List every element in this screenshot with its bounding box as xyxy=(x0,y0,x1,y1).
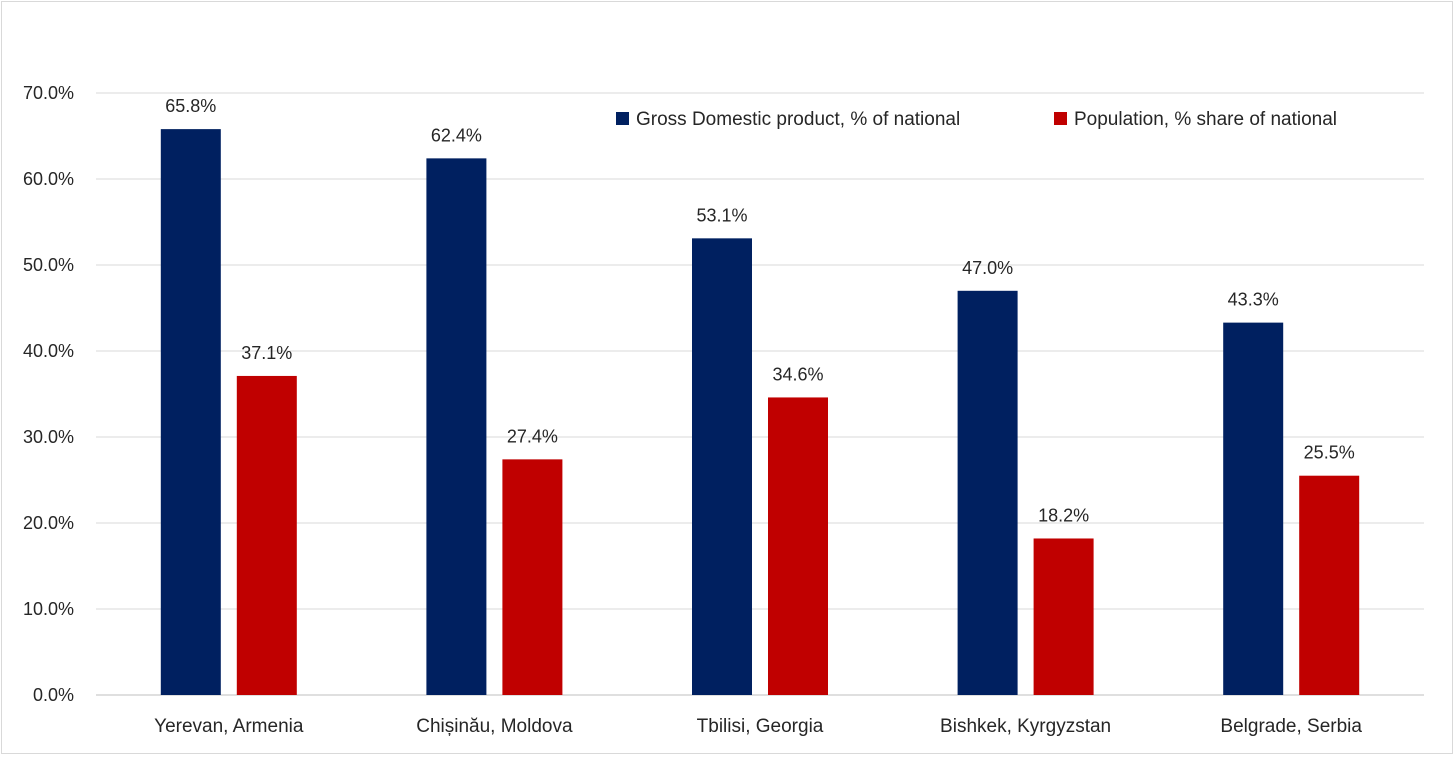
bar xyxy=(1299,475,1360,695)
data-label: 27.4% xyxy=(507,426,558,446)
y-axis: 0.0% 10.0% 20.0% 30.0% 40.0% 50.0% 60.0% 70.0% xyxy=(23,83,74,705)
data-label: 37.1% xyxy=(241,343,292,363)
data-labels: 65.8% 37.1% 62.4% 27.4% 53.1% 34.6% 47.0% 18.2%… xyxy=(165,96,1354,525)
legend: Gross Domestic product, % of national Pop… xyxy=(616,109,1337,130)
data-label: 65.8% xyxy=(165,96,216,116)
y-tick-label: 70.0% xyxy=(23,83,74,103)
data-label: 47.0% xyxy=(962,258,1013,278)
y-tick-label: 40.0% xyxy=(23,341,74,361)
x-tick-label: Yerevan, Armenia xyxy=(154,716,304,737)
bar xyxy=(768,397,828,695)
data-label: 25.5% xyxy=(1304,443,1355,463)
data-label: 53.1% xyxy=(696,205,747,225)
x-axis: Yerevan, Armenia Chișinău, Moldova Tbilisi… xyxy=(154,716,1362,737)
y-tick-label: 50.0% xyxy=(23,255,74,275)
bar xyxy=(1223,322,1284,695)
x-tick-label: Chișinău, Moldova xyxy=(416,716,573,737)
legend-swatch xyxy=(616,112,629,125)
bar xyxy=(957,290,1018,695)
y-tick-label: 10.0% xyxy=(23,599,74,619)
legend-label: Gross Domestic product, % of national xyxy=(636,109,960,130)
bar xyxy=(692,238,752,695)
x-tick-label: Bishkek, Kyrgyzstan xyxy=(940,716,1111,737)
y-tick-label: 30.0% xyxy=(23,427,74,447)
data-label: 43.3% xyxy=(1228,290,1279,310)
data-label: 18.2% xyxy=(1038,505,1089,525)
x-tick-label: Tbilisi, Georgia xyxy=(697,716,824,737)
y-tick-label: 60.0% xyxy=(23,169,74,189)
bar xyxy=(1033,538,1094,695)
data-label: 34.6% xyxy=(772,364,823,384)
y-tick-label: 20.0% xyxy=(23,513,74,533)
data-label: 62.4% xyxy=(431,125,482,145)
bar xyxy=(236,375,297,695)
gridlines xyxy=(96,92,1424,696)
y-tick-label: 0.0% xyxy=(33,685,74,705)
legend-swatch xyxy=(1054,112,1067,125)
bar xyxy=(502,459,563,695)
x-tick-label: Belgrade, Serbia xyxy=(1220,716,1362,737)
bar xyxy=(160,129,221,695)
bars xyxy=(160,129,1360,696)
legend-label: Population, % share of national xyxy=(1074,109,1337,130)
bar xyxy=(426,158,487,696)
